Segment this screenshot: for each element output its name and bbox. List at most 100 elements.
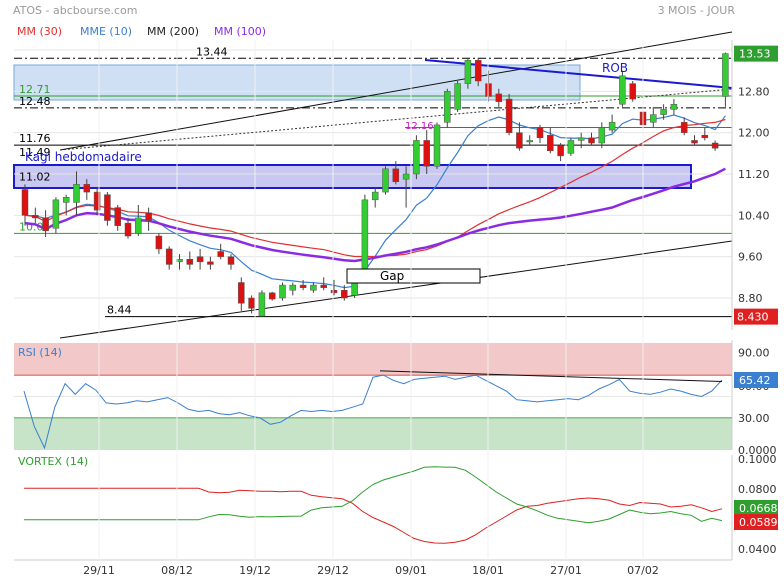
- candle-body: [680, 122, 688, 133]
- candle-body: [423, 140, 430, 167]
- level-label: 13.44: [196, 45, 228, 58]
- candle-body: [577, 137, 585, 141]
- candle-body: [650, 114, 657, 123]
- low-price-tag: [734, 308, 778, 325]
- candle-body: [670, 104, 678, 110]
- candle-body: [165, 248, 173, 265]
- level-label: 11.02: [19, 170, 51, 183]
- candle-body: [155, 235, 163, 250]
- rob-annotation: ROB: [602, 61, 628, 75]
- candle-body: [299, 284, 307, 288]
- vortex-tick-label: 0.0800: [738, 483, 777, 496]
- candle-body: [536, 127, 544, 139]
- upper-channel-line: [59, 31, 733, 151]
- vortex-tick-label: 0.0400: [738, 543, 777, 556]
- candle-body: [124, 222, 132, 237]
- candle-body: [722, 53, 729, 97]
- legend-mm200: MM (200): [147, 25, 199, 38]
- rsi-last-value: 65.42: [739, 374, 771, 387]
- price-tick-label: 11.20: [738, 168, 770, 181]
- candle-body: [52, 199, 60, 229]
- candle-body: [32, 215, 39, 219]
- rsi-overbought-zone: [14, 343, 732, 376]
- candle-body: [444, 91, 451, 123]
- dotted-trend-line: [59, 88, 733, 151]
- candle-body: [433, 124, 441, 167]
- level-label: 8.44: [107, 304, 132, 317]
- level-label: 12.71: [19, 83, 51, 96]
- candle-body: [402, 173, 410, 180]
- candle-body: [464, 60, 472, 84]
- vortex-minus-line: [24, 487, 723, 544]
- price-tick-label: 12.80: [738, 85, 770, 98]
- candle-body: [93, 191, 101, 211]
- candle-body: [73, 184, 80, 203]
- candle-body: [186, 259, 194, 265]
- legend-mm30: MM (30): [17, 25, 62, 38]
- x-tick-label: 29/12: [317, 564, 349, 577]
- x-tick-label: 08/12: [161, 564, 193, 577]
- candle-body: [598, 127, 606, 144]
- candle-body: [557, 145, 564, 157]
- lower-channel-line: [59, 240, 733, 339]
- moving-averages: [24, 114, 726, 289]
- kagi-annotation: Kagi hebdomadaire: [25, 150, 142, 164]
- candle-body: [207, 261, 214, 265]
- candle-body: [21, 189, 29, 216]
- vortex-red-value: 0.0589: [739, 516, 778, 529]
- level-label: 11.76: [19, 132, 51, 145]
- candle-body: [701, 135, 709, 139]
- rsi-tick-label: 0.0000: [738, 444, 777, 457]
- last-price-value: 13.53: [739, 48, 771, 61]
- rsi-tick-label: 30.00: [738, 412, 770, 425]
- candle-body: [516, 132, 523, 149]
- x-tick-label: 27/01: [550, 564, 582, 577]
- candle-body: [268, 292, 276, 300]
- candle-body: [474, 60, 482, 82]
- candle-body: [361, 199, 369, 270]
- candle-body: [62, 197, 70, 203]
- vortex-title: VORTEX (14): [18, 455, 88, 468]
- period-text: 3 MOIS - JOUR: [658, 4, 736, 17]
- x-tick-label: 09/01: [395, 564, 427, 577]
- candle-body: [495, 93, 503, 102]
- vortex-green-value: 0.0668: [739, 502, 778, 515]
- candle-body: [660, 109, 667, 115]
- x-axis: 29/11 08/12 19/12 29/12 09/01 18/01 27/01 07/02: [14, 40, 732, 577]
- rsi-title: RSI (14): [18, 346, 62, 359]
- last-price-tag: [734, 45, 778, 62]
- candle-body: [505, 98, 513, 133]
- candle-body: [83, 184, 91, 193]
- x-tick-label: 29/11: [83, 564, 115, 577]
- candle-body: [135, 217, 142, 234]
- rsi-divergence-line: [379, 370, 723, 383]
- price-tick-label: 12.00: [738, 127, 770, 140]
- candle-body: [217, 251, 224, 257]
- price-axis: 13.6012.8012.0011.2010.409.608.8013.538.…: [731, 40, 778, 330]
- legend-mme10: MME (10): [80, 25, 132, 38]
- candle-body: [289, 284, 297, 291]
- vortex-red-tag: [734, 514, 778, 530]
- candle-body: [382, 168, 389, 193]
- candle-body: [196, 256, 204, 263]
- low-price-value: 8.430: [737, 311, 769, 324]
- rsi-line: [23, 374, 723, 450]
- price-tick-label: 8.80: [738, 292, 763, 305]
- candle-body: [608, 122, 616, 131]
- vortex-plus-line: [24, 466, 723, 524]
- x-tick-label: 18/01: [472, 564, 504, 577]
- candle-body: [341, 290, 348, 299]
- vortex-tick-label: 0.1000: [738, 453, 777, 466]
- candle-body: [145, 212, 152, 221]
- candle-body: [279, 284, 286, 299]
- candle-body: [104, 194, 111, 221]
- rsi-last-tag: [734, 372, 778, 389]
- candle-body: [392, 168, 400, 183]
- candle-body: [526, 140, 533, 143]
- candle-body: [330, 290, 338, 294]
- candle-body: [227, 256, 235, 265]
- gap-box: [346, 268, 481, 284]
